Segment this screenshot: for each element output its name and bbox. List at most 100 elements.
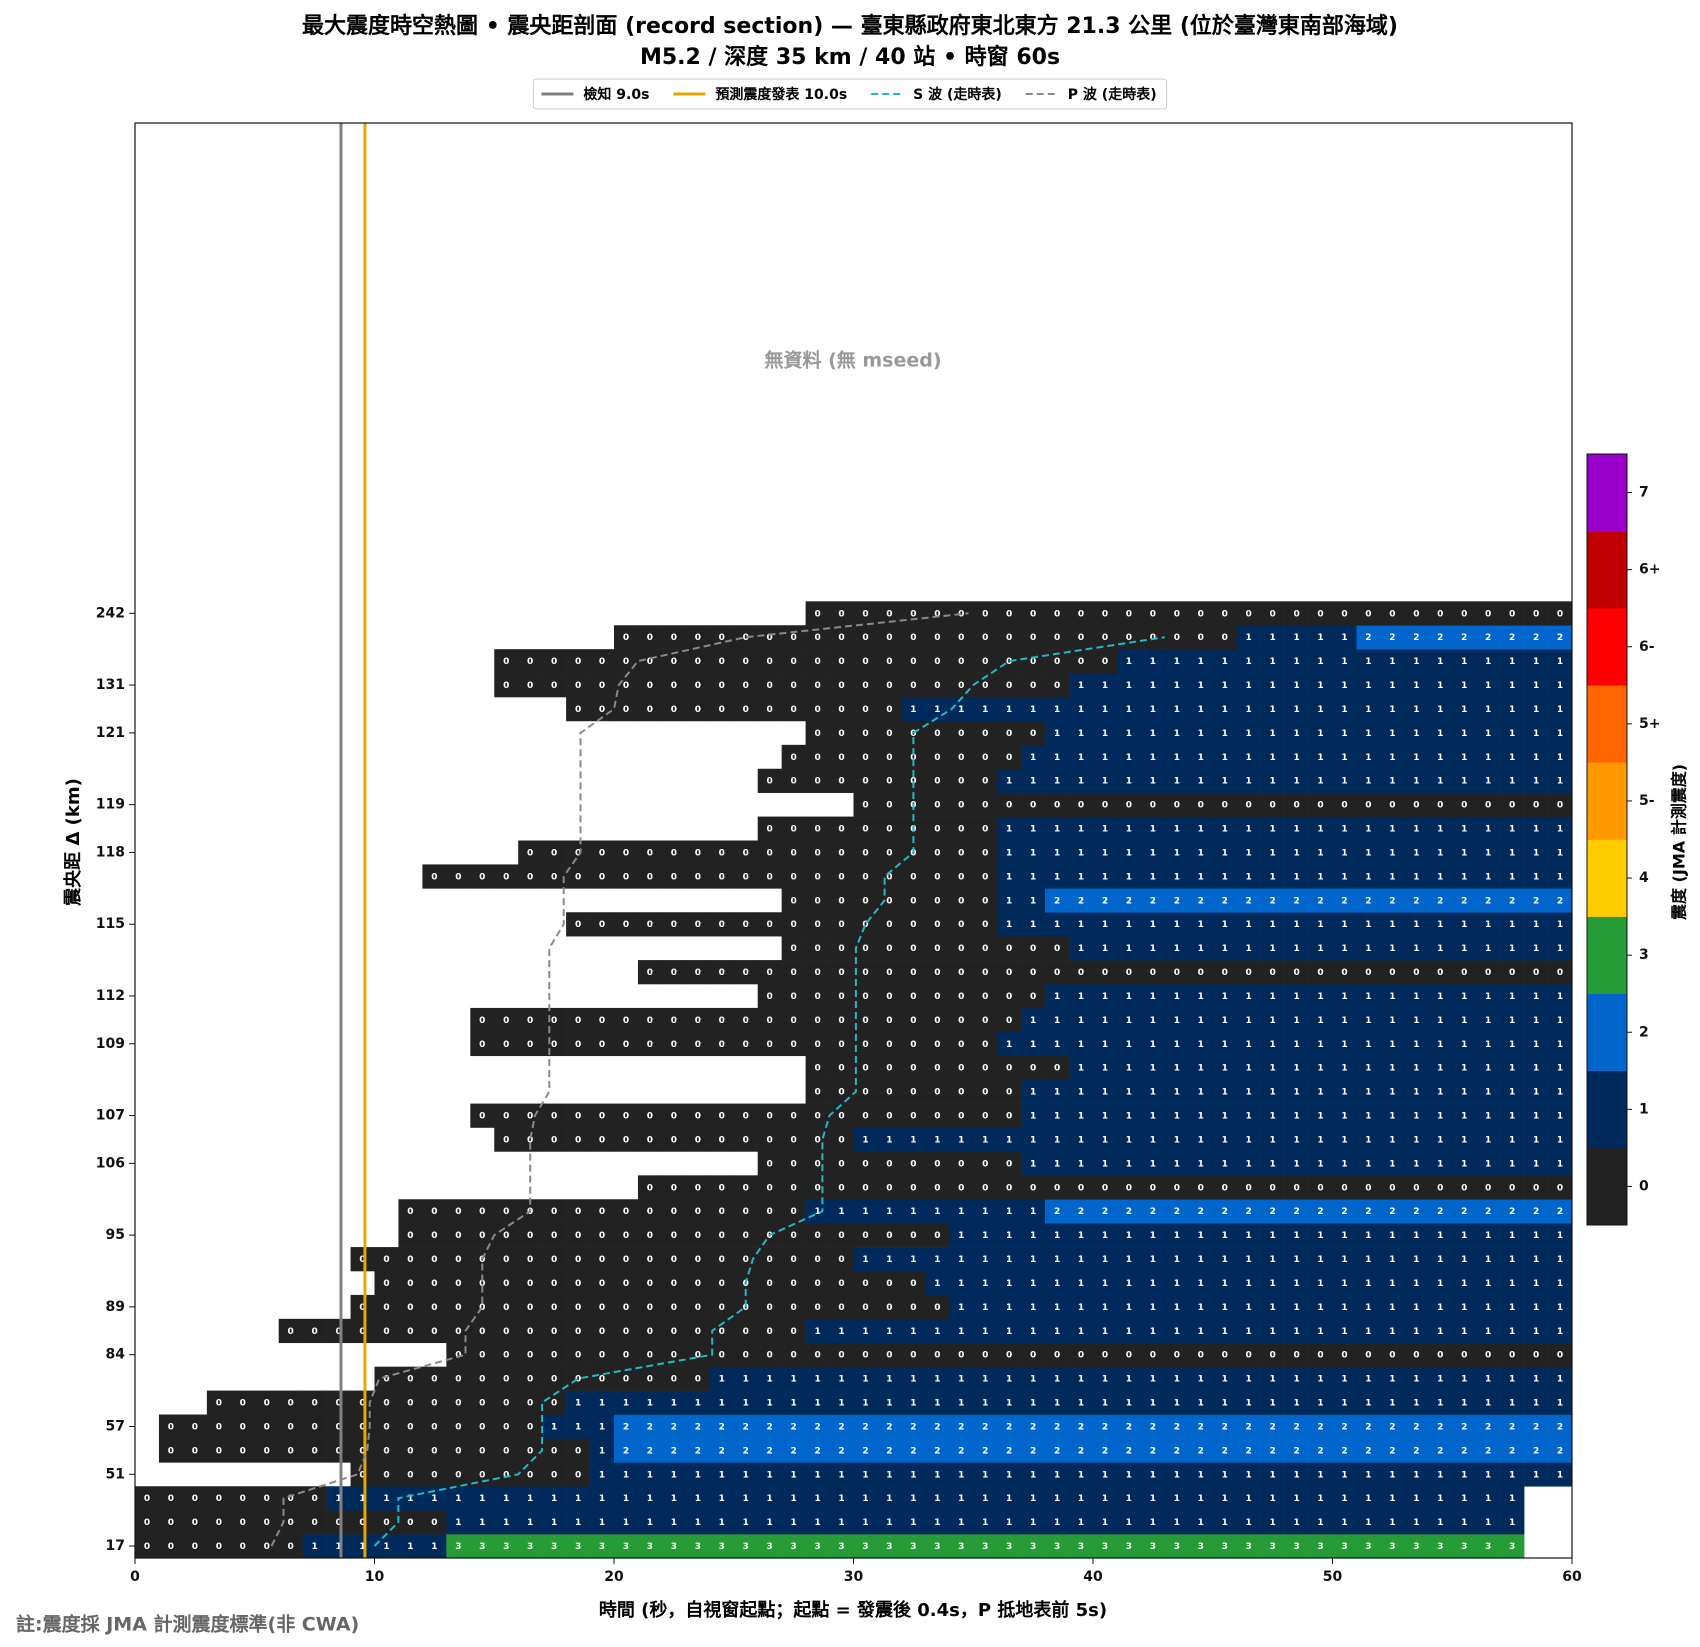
cell-label: 0	[767, 1112, 773, 1122]
cell-label: 1	[1126, 1327, 1132, 1337]
cell-label: 1	[1006, 1255, 1012, 1265]
cell-label: 1	[1461, 729, 1467, 739]
cell-label: 0	[647, 1016, 653, 1026]
cell-label: 1	[1557, 872, 1563, 882]
cell-label: 0	[575, 1279, 581, 1289]
heat-cell	[230, 1390, 256, 1415]
cell-label: 0	[814, 1303, 820, 1313]
cell-label: 1	[1485, 1112, 1491, 1122]
cell-label: 1	[1222, 1016, 1228, 1026]
heat-cell	[494, 1510, 519, 1535]
cell-label: 1	[1174, 1375, 1180, 1385]
cell-label: 0	[527, 1112, 533, 1122]
cell-label: 1	[838, 1494, 844, 1504]
cell-label: 1	[1006, 1279, 1012, 1289]
cell-label: 0	[383, 1470, 389, 1480]
cell-label: 1	[1317, 753, 1323, 763]
cell-label: 1	[958, 1494, 964, 1504]
heat-cell	[1164, 1510, 1190, 1535]
cell-label: 1	[1485, 1231, 1491, 1241]
cell-label: 0	[767, 825, 773, 835]
cell-label: 0	[431, 1207, 437, 1217]
cell-label: 0	[647, 1279, 653, 1289]
heat-cell	[1500, 1510, 1525, 1535]
cell-label: 0	[1222, 968, 1228, 978]
cell-label: 1	[838, 1375, 844, 1385]
heat-cell	[949, 1438, 974, 1463]
cell-label: 1	[1365, 1088, 1371, 1098]
cell-label: 0	[886, 1279, 892, 1289]
cell-label: 1	[1557, 1231, 1563, 1241]
cell-label: 0	[671, 657, 677, 667]
cell-label: 0	[790, 1279, 796, 1289]
cell-label: 0	[623, 848, 629, 858]
cell-label: 0	[790, 1112, 796, 1122]
cell-label: 0	[647, 920, 653, 930]
heat-cell	[1308, 1486, 1333, 1511]
cell-label: 1	[958, 1279, 964, 1289]
cell-label: 1	[1485, 944, 1491, 954]
cell-label: 0	[838, 1159, 844, 1169]
heat-cell	[422, 1462, 447, 1487]
cell-label: 2	[1413, 1422, 1419, 1432]
cell-label: 0	[144, 1518, 150, 1528]
cell-label: 0	[1102, 968, 1108, 978]
cell-label: 0	[359, 1470, 365, 1480]
cell-label: 0	[862, 992, 868, 1002]
cell-label: 1	[1269, 729, 1275, 739]
heat-cell	[877, 1390, 902, 1415]
cell-label: 1	[1557, 1399, 1563, 1409]
heat-cell	[590, 1390, 615, 1415]
heat-cell	[1476, 1462, 1501, 1487]
cell-label: 0	[1365, 1183, 1371, 1193]
heat-cell	[518, 1366, 543, 1391]
cell-label: 0	[503, 1375, 509, 1385]
cell-label: 1	[1198, 1327, 1204, 1337]
heat-cell	[1356, 1534, 1381, 1559]
cell-label: 0	[479, 1422, 485, 1432]
heat-cell	[566, 1486, 591, 1511]
cell-label: 0	[431, 1422, 437, 1432]
cell-label: 0	[1437, 1351, 1443, 1361]
cell-label: 2	[1246, 1422, 1252, 1432]
cell-label: 0	[838, 1231, 844, 1241]
heat-cell	[949, 1534, 974, 1559]
cell-label: 0	[671, 1351, 677, 1361]
heat-cell	[470, 1390, 495, 1415]
cell-label: 0	[599, 920, 605, 930]
heat-cell	[350, 1486, 375, 1511]
cell-label: 0	[695, 848, 701, 858]
heat-cell	[997, 1510, 1022, 1535]
cell-label: 1	[1293, 1470, 1299, 1480]
cell-label: 1	[1437, 1279, 1443, 1289]
cell-label: 0	[455, 1303, 461, 1313]
heat-cell	[973, 1414, 998, 1439]
heat-cell	[1524, 1414, 1549, 1439]
cell-label: 1	[1078, 1327, 1084, 1337]
cell-label: 1	[958, 705, 964, 715]
cell-label: 1	[1078, 1279, 1084, 1289]
cell-label: 1	[1341, 681, 1347, 691]
cell-label: 0	[264, 1518, 270, 1528]
cell-label: 1	[335, 1494, 341, 1504]
cell-label: 2	[671, 1422, 677, 1432]
cell-label: 1	[1317, 1518, 1323, 1528]
cell-label: 1	[1054, 1327, 1060, 1337]
cell-label: 0	[910, 968, 916, 978]
cell-label: 1	[1557, 705, 1563, 715]
cell-label: 0	[575, 1351, 581, 1361]
cell-label: 0	[1293, 801, 1299, 811]
cell-label: 2	[1437, 896, 1443, 906]
cell-label: 1	[1509, 1064, 1515, 1074]
cell-label: 1	[1030, 1159, 1036, 1169]
cell-label: 0	[1078, 609, 1084, 619]
heat-cell	[278, 1414, 303, 1439]
heat-cell	[901, 1438, 926, 1463]
heat-cell	[566, 1438, 591, 1463]
y-tick-label: 57	[106, 1418, 125, 1434]
cell-label: 1	[1413, 1494, 1419, 1504]
cell-label: 0	[551, 1470, 557, 1480]
cell-label: 0	[1317, 1351, 1323, 1361]
heat-cell	[949, 1486, 974, 1511]
cell-label: 0	[982, 1183, 988, 1193]
